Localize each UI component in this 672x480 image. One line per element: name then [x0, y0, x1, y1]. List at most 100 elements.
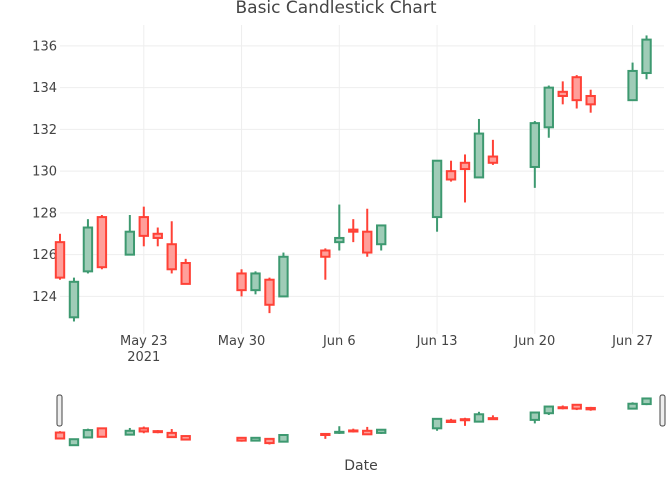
y-tick-label: 132 — [32, 123, 57, 138]
candle-body — [571, 403, 582, 410]
candle-body — [152, 232, 163, 239]
candle-body — [96, 427, 108, 438]
y-tick-label: 124 — [32, 290, 57, 305]
candle-body — [334, 430, 345, 434]
slider-candle — [54, 431, 66, 440]
candle-body — [180, 435, 191, 441]
range-slider[interactable] — [54, 394, 666, 448]
x-tick-label: Jun 13 — [416, 334, 458, 349]
y-tick-label: 128 — [32, 206, 57, 221]
candle-body — [278, 434, 289, 443]
candle — [320, 248, 331, 280]
candle-body — [459, 161, 471, 171]
slider-candle — [68, 438, 80, 447]
candle-body — [571, 76, 582, 102]
candle-body — [180, 262, 191, 285]
slider-candle — [334, 426, 345, 434]
range-slider-background[interactable] — [60, 396, 664, 448]
candle-body — [376, 428, 387, 434]
candle — [445, 160, 457, 182]
slider-candle — [278, 434, 289, 443]
candles-main[interactable] — [54, 35, 652, 322]
candle-body — [166, 243, 177, 271]
candle-body — [473, 132, 485, 179]
slider-candle — [96, 427, 108, 438]
candle — [54, 233, 66, 280]
candle — [459, 154, 471, 203]
candle-body — [264, 278, 275, 306]
candle — [278, 252, 289, 298]
candle-body — [445, 419, 457, 424]
candle-body — [320, 249, 331, 258]
candle-body — [348, 429, 359, 433]
chart-title: Basic Candlestick Chart — [235, 0, 436, 18]
x-tick-label: Jun 20 — [513, 334, 555, 349]
slider-candle — [571, 403, 582, 411]
x-tick-year-label: 2021 — [127, 350, 160, 365]
slider-candle — [152, 430, 163, 434]
candle-body — [138, 427, 149, 433]
candle — [487, 139, 499, 165]
candle — [250, 271, 261, 295]
slider-candle — [124, 427, 136, 436]
candle — [362, 208, 373, 257]
candle-body — [459, 418, 471, 422]
slider-candle — [138, 426, 149, 434]
candle — [473, 118, 485, 179]
candle-body — [585, 406, 596, 411]
slider-candle — [529, 411, 541, 424]
slider-candle — [250, 436, 261, 442]
candle — [529, 121, 541, 188]
candle — [376, 224, 387, 251]
x-tick-label: Jun 6 — [322, 334, 356, 349]
slider-candle — [585, 406, 596, 411]
range-slider-right-handle[interactable] — [659, 394, 666, 427]
candle-body — [627, 402, 638, 410]
candle-body — [543, 86, 554, 129]
candle-body — [529, 122, 541, 168]
candle-body — [362, 230, 373, 254]
x-tick-label: May 23 — [120, 334, 168, 349]
candle — [431, 159, 443, 232]
x-tick-label: May 30 — [218, 334, 266, 349]
candle-body — [362, 429, 373, 436]
candle-body — [54, 431, 66, 440]
range-slider-candles — [54, 397, 652, 447]
slider-candle — [376, 428, 387, 434]
candle-body — [124, 429, 136, 436]
candle-body — [348, 228, 359, 233]
candle-body — [320, 432, 331, 437]
slider-candle — [445, 418, 457, 424]
y-tick-label: 134 — [32, 81, 57, 96]
slider-candle — [641, 397, 652, 406]
candle — [124, 214, 136, 256]
candle-body — [152, 430, 163, 434]
slider-candle — [82, 428, 94, 439]
candle — [557, 81, 568, 105]
candle — [334, 204, 345, 251]
candle-body — [376, 224, 387, 246]
slider-candle — [320, 432, 331, 439]
candle-body — [487, 417, 499, 421]
y-axis-ticks: 124 126 128 130 132 134 136 — [32, 39, 57, 305]
x-axis-title: Date — [344, 458, 377, 474]
candle-body — [236, 272, 247, 292]
candle-body — [529, 411, 541, 421]
candle-body — [250, 436, 261, 442]
candle-body — [82, 429, 94, 439]
candle-body — [96, 216, 108, 269]
slider-candle — [487, 415, 499, 421]
candle — [82, 219, 94, 274]
candle — [68, 277, 80, 322]
candle-body — [557, 406, 568, 410]
slider-candle — [236, 436, 247, 442]
candle-body — [627, 69, 638, 102]
slider-candle — [473, 411, 485, 423]
slider-candle — [459, 417, 471, 426]
range-slider-left-handle[interactable] — [56, 394, 63, 427]
candle-body — [557, 90, 568, 97]
candle — [96, 214, 108, 270]
candle-body — [264, 437, 275, 445]
